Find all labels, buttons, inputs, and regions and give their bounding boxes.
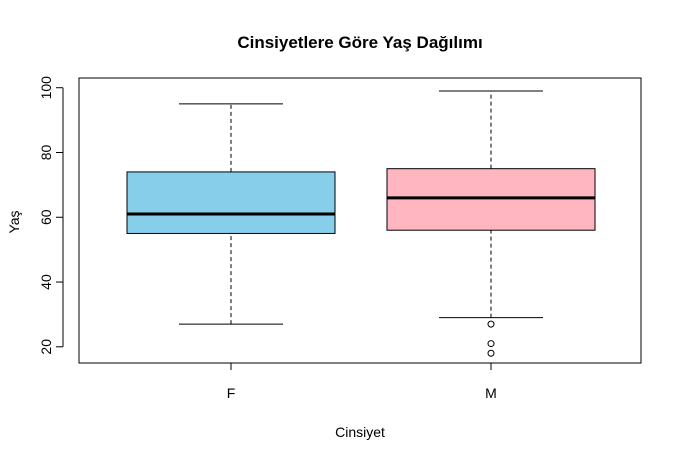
y-axis-label: Yaş (6, 210, 22, 233)
outlier-point (487, 349, 495, 357)
y-tick-label: 80 (38, 144, 54, 160)
y-tick-label: 20 (38, 339, 54, 355)
chart-title: Cinsiyetlere Göre Yaş Dağılımı (237, 33, 482, 52)
outlier-point (487, 340, 495, 348)
x-axis-label: Cinsiyet (335, 424, 385, 440)
outlier-point (487, 320, 495, 328)
y-tick-label: 60 (38, 209, 54, 225)
y-tick-label: 100 (38, 76, 54, 100)
box-group-f (126, 103, 336, 325)
iqr-box (126, 171, 336, 234)
x-tick-label: M (485, 385, 497, 401)
boxes (126, 90, 596, 357)
box-group-m (386, 90, 596, 357)
x-tick-label: F (227, 385, 236, 401)
y-tick-label: 40 (38, 274, 54, 290)
y-axis: 20 40 60 80 100 (38, 76, 64, 355)
iqr-box (386, 168, 596, 231)
